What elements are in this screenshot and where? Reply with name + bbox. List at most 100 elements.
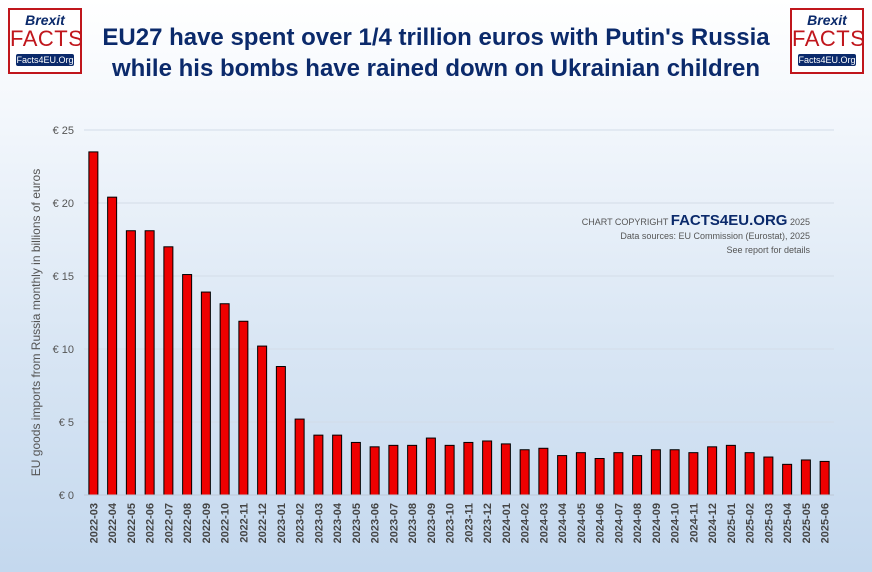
copyright-brand: FACTS4EU.ORG	[670, 212, 788, 229]
x-tick-label: 2024-02	[520, 503, 532, 543]
logo-facts-text: FACTS	[792, 26, 866, 51]
x-tick-label: 2023-04	[332, 502, 344, 543]
x-tick-label: 2025-03	[763, 503, 775, 543]
bar	[350, 441, 361, 496]
bar	[313, 434, 324, 496]
bar	[238, 320, 249, 496]
bar	[107, 196, 118, 496]
bar	[294, 418, 305, 496]
x-tick-label: 2025-05	[801, 503, 813, 543]
bar	[538, 447, 549, 496]
x-tick-label: 2022-10	[220, 503, 232, 543]
x-tick-label: 2023-11	[463, 503, 475, 543]
bar	[125, 230, 136, 496]
x-tick-label: 2024-12	[707, 503, 719, 543]
logo-site-text: Facts4EU.Org	[16, 54, 74, 66]
x-tick-label: 2024-04	[557, 502, 569, 543]
bar	[725, 444, 736, 496]
bar	[463, 441, 474, 496]
bar	[594, 458, 605, 496]
chart-title: EU27 have spent over 1/4 trillion euros …	[96, 22, 776, 84]
bars	[88, 151, 830, 496]
y-tick-label: € 10	[53, 344, 74, 356]
report-note: See report for details	[726, 245, 810, 255]
x-tick-label: 2023-12	[482, 503, 494, 543]
copyright-prefix: CHART COPYRIGHT	[581, 217, 669, 227]
logo-facts-text: FACTS	[10, 26, 84, 51]
x-tick-label: 2023-05	[351, 503, 363, 543]
brexit-facts-logo-left: Brexit FACTS Facts4EU.Org	[8, 8, 84, 74]
bar	[219, 303, 230, 496]
x-tick-label: 2024-07	[613, 503, 625, 543]
x-tick-label: 2025-02	[745, 503, 757, 543]
x-tick-label: 2022-06	[145, 503, 157, 543]
copyright-block: CHART COPYRIGHT FACTS4EU.ORG 2025 Data s…	[581, 212, 810, 257]
x-tick-label: 2024-03	[538, 503, 550, 543]
x-axis-ticks: 2022-03 2022-04 2022-05 2022-06 2022-07 2022-…	[88, 502, 831, 543]
bar	[800, 459, 811, 496]
bar	[744, 452, 755, 496]
x-tick-label: 2023-07	[388, 503, 400, 543]
bar	[575, 452, 586, 496]
bar	[500, 443, 511, 496]
x-tick-label: 2023-10	[445, 503, 457, 543]
logo-brexit-text: Brexit	[807, 12, 847, 28]
x-tick-label: 2025-04	[782, 502, 794, 543]
x-tick-label: 2022-04	[107, 502, 119, 543]
x-tick-label: 2022-09	[201, 503, 213, 543]
bar	[669, 449, 680, 496]
logo-brexit-text: Brexit	[25, 12, 65, 28]
x-tick-label: 2024-10	[670, 503, 682, 543]
x-tick-label: 2023-08	[407, 503, 419, 543]
y-tick-label: € 20	[53, 198, 74, 210]
x-tick-label: 2022-07	[163, 503, 175, 543]
x-tick-label: 2025-06	[820, 503, 832, 543]
bar	[369, 446, 380, 496]
bar	[407, 444, 418, 496]
bar	[632, 455, 643, 496]
x-tick-label: 2024-05	[576, 503, 588, 543]
bar	[332, 434, 343, 496]
bar	[444, 444, 455, 496]
bar	[257, 345, 268, 496]
bar	[688, 452, 699, 496]
x-tick-label: 2022-11	[238, 503, 250, 543]
bar	[182, 274, 193, 496]
x-tick-label: 2022-12	[257, 503, 269, 543]
y-tick-label: € 25	[53, 125, 74, 137]
bar	[650, 449, 661, 496]
copyright-year: 2025	[789, 217, 810, 227]
x-tick-label: 2023-06	[370, 503, 382, 543]
bar	[763, 456, 774, 496]
x-tick-label: 2022-05	[126, 503, 138, 543]
x-tick-label: 2022-03	[88, 503, 100, 543]
bar	[88, 151, 99, 496]
x-tick-label: 2024-06	[595, 503, 607, 543]
x-tick-label: 2024-08	[632, 503, 644, 543]
y-tick-label: € 0	[59, 490, 74, 502]
x-tick-label: 2023-03	[313, 503, 325, 543]
x-tick-label: 2023-09	[426, 503, 438, 543]
bar	[707, 446, 718, 496]
y-axis-ticks: € 0 € 5 € 10 € 15 € 20 € 25	[53, 125, 74, 502]
y-tick-label: € 5	[59, 417, 74, 429]
bar	[425, 437, 436, 496]
x-tick-label: 2023-01	[276, 503, 288, 543]
x-tick-label: 2024-01	[501, 503, 513, 543]
brexit-facts-logo-right: Brexit FACTS Facts4EU.Org	[790, 8, 866, 74]
x-tick-label: 2025-01	[726, 503, 738, 543]
bar	[388, 444, 399, 496]
bar	[144, 230, 155, 496]
logo-site-text: Facts4EU.Org	[798, 54, 856, 66]
x-tick-label: 2024-09	[651, 503, 663, 543]
bar	[819, 460, 830, 496]
x-tick-label: 2023-02	[295, 503, 307, 543]
x-tick-label: 2022-08	[182, 503, 194, 543]
bar	[275, 366, 286, 496]
y-axis-label: EU goods imports from Russia monthly in …	[29, 169, 43, 476]
y-tick-label: € 15	[53, 271, 74, 283]
gridlines	[84, 129, 834, 423]
data-source-note: Data sources: EU Commission (Eurostat), …	[620, 231, 810, 241]
bar	[482, 440, 493, 496]
